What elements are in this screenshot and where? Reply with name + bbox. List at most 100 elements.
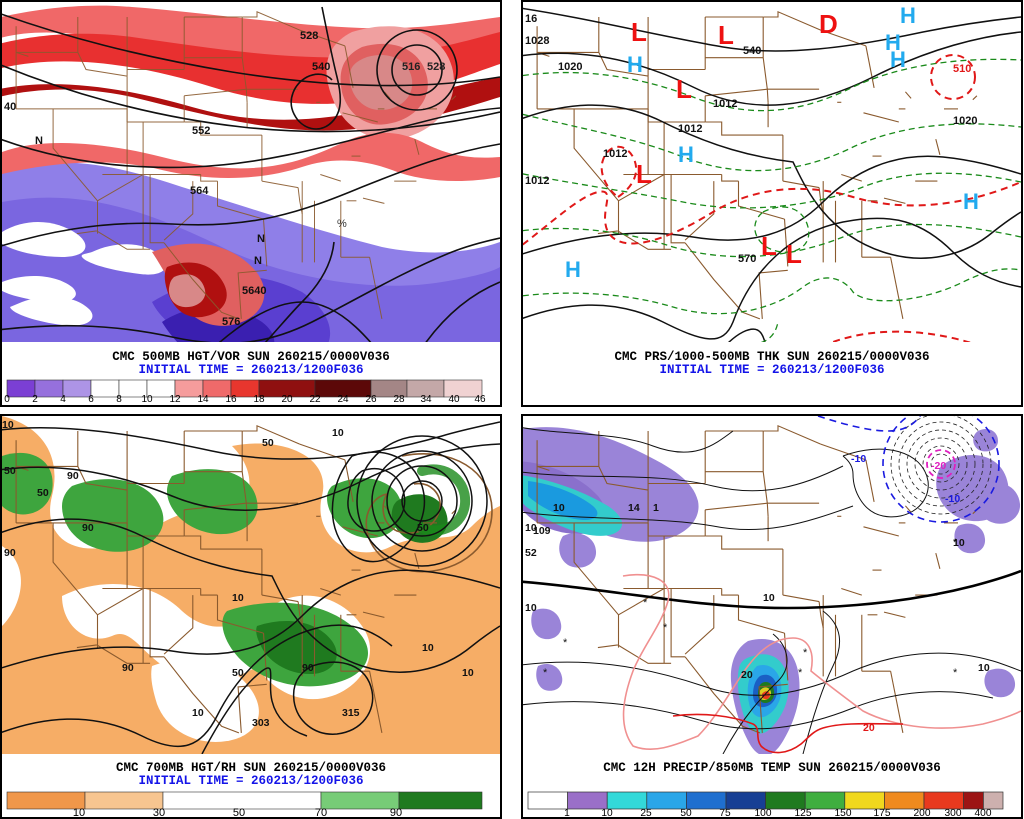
svg-text:1020: 1020	[953, 115, 977, 127]
svg-text:52: 52	[525, 547, 537, 559]
svg-text:50: 50	[417, 522, 429, 534]
svg-text:H: H	[890, 47, 906, 72]
svg-text:24: 24	[337, 394, 349, 405]
svg-text:552: 552	[192, 125, 210, 137]
svg-text:L: L	[786, 239, 802, 269]
svg-text:46: 46	[474, 394, 486, 405]
svg-text:50: 50	[4, 465, 16, 477]
svg-text:N: N	[257, 233, 265, 245]
svg-text:CMC 500MB HGT/VOR SUN 260215/0: CMC 500MB HGT/VOR SUN 260215/0000V036	[112, 350, 390, 364]
svg-text:CMC PRS/1000-500MB THK SUN 260: CMC PRS/1000-500MB THK SUN 260215/0000V0…	[614, 350, 929, 364]
svg-text:INITIAL TIME = 260213/1200F036: INITIAL TIME = 260213/1200F036	[138, 363, 363, 377]
svg-text:1028: 1028	[525, 35, 549, 47]
svg-text:528: 528	[300, 30, 318, 42]
svg-text:10: 10	[462, 667, 474, 679]
svg-text:0: 0	[4, 394, 10, 405]
svg-text:50: 50	[37, 487, 49, 499]
svg-text:90: 90	[390, 807, 402, 817]
svg-text:40: 40	[4, 101, 16, 113]
svg-text:L: L	[718, 20, 734, 50]
svg-text:10: 10	[73, 807, 85, 817]
svg-text:1012: 1012	[678, 123, 702, 135]
svg-text:510: 510	[953, 63, 971, 75]
svg-text:100: 100	[755, 808, 772, 817]
svg-text:14: 14	[628, 502, 640, 514]
svg-text:*: *	[663, 622, 668, 634]
svg-text:315: 315	[342, 707, 360, 719]
svg-text:90: 90	[67, 470, 79, 482]
svg-text:540: 540	[312, 61, 330, 73]
svg-text:*: *	[803, 647, 808, 659]
svg-text:N: N	[254, 255, 262, 267]
svg-text:576: 576	[222, 316, 240, 328]
svg-text:1: 1	[653, 502, 659, 514]
svg-text:540: 540	[743, 45, 761, 57]
svg-text:4: 4	[60, 394, 66, 405]
svg-text:1020: 1020	[558, 61, 582, 73]
svg-text:28: 28	[393, 394, 405, 405]
svg-text:CMC 12H PRECIP/850MB TEMP SUN: CMC 12H PRECIP/850MB TEMP SUN 260215/000…	[603, 761, 941, 775]
svg-text:10: 10	[332, 427, 344, 439]
svg-text:50: 50	[232, 667, 244, 679]
svg-text:26: 26	[365, 394, 377, 405]
svg-text:300: 300	[945, 808, 962, 817]
svg-text:10: 10	[192, 707, 204, 719]
svg-text:109: 109	[533, 525, 551, 537]
svg-text:%: %	[337, 218, 347, 230]
svg-text:16: 16	[525, 13, 537, 25]
svg-text:L: L	[676, 74, 692, 104]
svg-text:10: 10	[763, 592, 775, 604]
svg-text:1: 1	[564, 808, 570, 817]
svg-text:INITIAL TIME = 260213/1200F036: INITIAL TIME = 260213/1200F036	[138, 774, 363, 788]
svg-text:8: 8	[116, 394, 122, 405]
svg-text:1012: 1012	[603, 148, 627, 160]
svg-text:L: L	[761, 231, 777, 261]
svg-text:175: 175	[874, 808, 891, 817]
svg-text:10: 10	[422, 642, 434, 654]
svg-text:400: 400	[975, 808, 992, 817]
svg-text:10: 10	[232, 592, 244, 604]
svg-text:L: L	[636, 159, 652, 189]
svg-text:*: *	[543, 667, 548, 679]
svg-text:570: 570	[738, 253, 756, 265]
svg-text:*: *	[798, 667, 803, 679]
svg-text:*: *	[563, 637, 568, 649]
svg-text:1012: 1012	[713, 98, 737, 110]
svg-text:90: 90	[82, 522, 94, 534]
svg-text:50: 50	[262, 437, 274, 449]
svg-text:70: 70	[315, 807, 327, 817]
svg-text:CMC 700MB HGT/RH SUN 260215/00: CMC 700MB HGT/RH SUN 260215/0000V036	[116, 761, 386, 775]
svg-text:INITIAL TIME = 260213/1200F036: INITIAL TIME = 260213/1200F036	[659, 363, 884, 377]
svg-text:30: 30	[153, 807, 165, 817]
svg-text:H: H	[565, 257, 581, 282]
svg-text:H: H	[678, 142, 694, 167]
svg-text:*: *	[643, 597, 648, 609]
svg-text:50: 50	[680, 808, 692, 817]
svg-text:303: 303	[252, 717, 270, 729]
svg-text:200: 200	[914, 808, 931, 817]
svg-text:10: 10	[141, 394, 153, 405]
svg-text:14: 14	[197, 394, 209, 405]
svg-text:10: 10	[953, 537, 965, 549]
svg-text:-10: -10	[851, 453, 866, 465]
svg-text:516: 516	[402, 61, 420, 73]
svg-text:H: H	[627, 52, 643, 77]
svg-text:D: D	[819, 9, 838, 39]
svg-text:12: 12	[169, 394, 181, 405]
svg-text:90: 90	[302, 662, 314, 674]
svg-text:-20: -20	[931, 460, 946, 472]
svg-text:22: 22	[309, 394, 321, 405]
svg-text:6: 6	[88, 394, 94, 405]
svg-text:N: N	[35, 135, 43, 147]
svg-text:5640: 5640	[242, 285, 266, 297]
svg-text:125: 125	[795, 808, 812, 817]
svg-text:150: 150	[835, 808, 852, 817]
svg-text:10: 10	[553, 502, 565, 514]
svg-text:18: 18	[253, 394, 265, 405]
svg-text:1012: 1012	[525, 175, 549, 187]
svg-text:50: 50	[233, 807, 245, 817]
svg-text:34: 34	[420, 394, 432, 405]
svg-text:H: H	[900, 3, 916, 28]
svg-text:20: 20	[741, 669, 753, 681]
svg-text:10: 10	[978, 662, 990, 674]
